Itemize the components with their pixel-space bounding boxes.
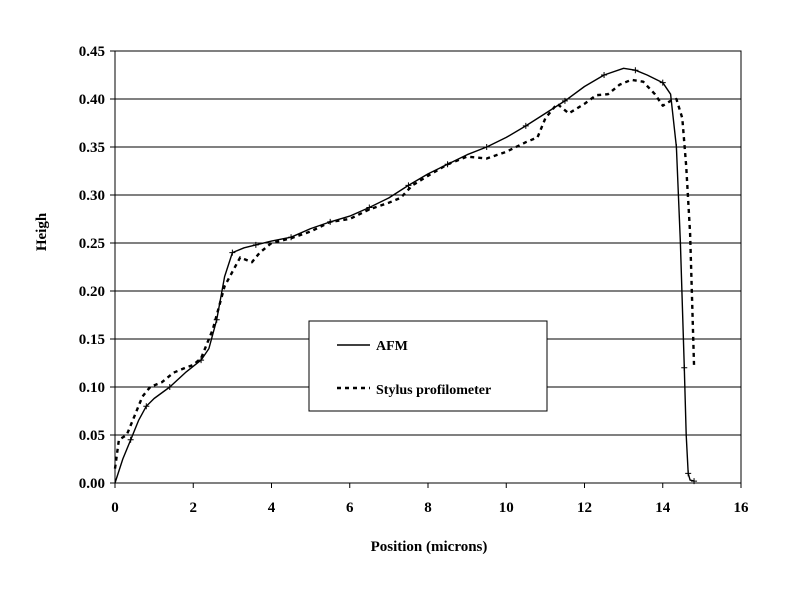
x-tick-label-7: 14 [655, 500, 671, 516]
y-tick-label-5: 0.25 [79, 236, 105, 252]
y-tick-label-7: 0.35 [79, 140, 105, 156]
afm-point-14 [252, 241, 259, 248]
y-tick-label-0: 0.00 [79, 476, 105, 492]
legend-label-stylus: Stylus profilometer [376, 383, 491, 398]
afm-point-6 [166, 384, 173, 390]
x-tick-label-2: 4 [268, 500, 276, 516]
afm-point-32 [601, 72, 608, 78]
afm-point-16 [288, 234, 295, 241]
afm-point-38 [673, 144, 680, 150]
afm-point-34 [632, 67, 639, 74]
afm-point-12 [229, 249, 236, 256]
afm-point-4 [143, 403, 150, 410]
y-tick-label-8: 0.40 [79, 92, 105, 108]
afm-point-24 [444, 161, 451, 168]
y-axis-ticks: 0.00 0.05 0.10 0.15 0.20 0.25 0.30 0.35 0.40 0.45 [79, 44, 115, 492]
x-tick-label-3: 6 [346, 500, 354, 516]
afm-point-18 [327, 218, 334, 225]
x-tick-label-6: 12 [577, 500, 592, 516]
gridlines [115, 50, 741, 436]
y-tick-label-1: 0.05 [79, 428, 105, 444]
afm-point-42 [685, 470, 692, 477]
x-tick-label-0: 0 [111, 500, 119, 516]
legend: AFM Stylus profilometer [308, 320, 548, 412]
y-tick-label-2: 0.10 [79, 380, 105, 396]
y-tick-label-4: 0.20 [79, 284, 105, 300]
plot-area [114, 50, 742, 484]
x-tick-label-5: 10 [499, 500, 514, 516]
afm-point-36 [659, 79, 666, 86]
x-tick-label-1: 2 [190, 500, 198, 516]
afm-point-2 [127, 436, 134, 443]
afm-point-10 [213, 316, 220, 323]
x-axis-title: Position (microns) [371, 539, 488, 555]
afm-point-40 [681, 364, 688, 371]
afm-point-22 [405, 182, 412, 189]
x-tick-label-8: 16 [734, 500, 750, 516]
legend-box [308, 320, 548, 412]
afm-point-30 [561, 97, 568, 104]
y-tick-label-3: 0.15 [79, 332, 105, 348]
y-tick-label-9: 0.45 [79, 44, 105, 60]
y-tick-label-6: 0.30 [79, 188, 105, 204]
afm-point-26 [483, 144, 490, 150]
afm-point-8 [198, 357, 205, 364]
afm-point-28 [522, 122, 529, 129]
x-tick-label-4: 8 [424, 500, 432, 516]
legend-label-afm: AFM [376, 339, 408, 354]
afm-point-20 [366, 204, 373, 211]
y-axis-title: Heigh [34, 212, 50, 251]
x-axis-ticks: 0 2 4 6 8 10 12 14 16 [111, 483, 749, 516]
